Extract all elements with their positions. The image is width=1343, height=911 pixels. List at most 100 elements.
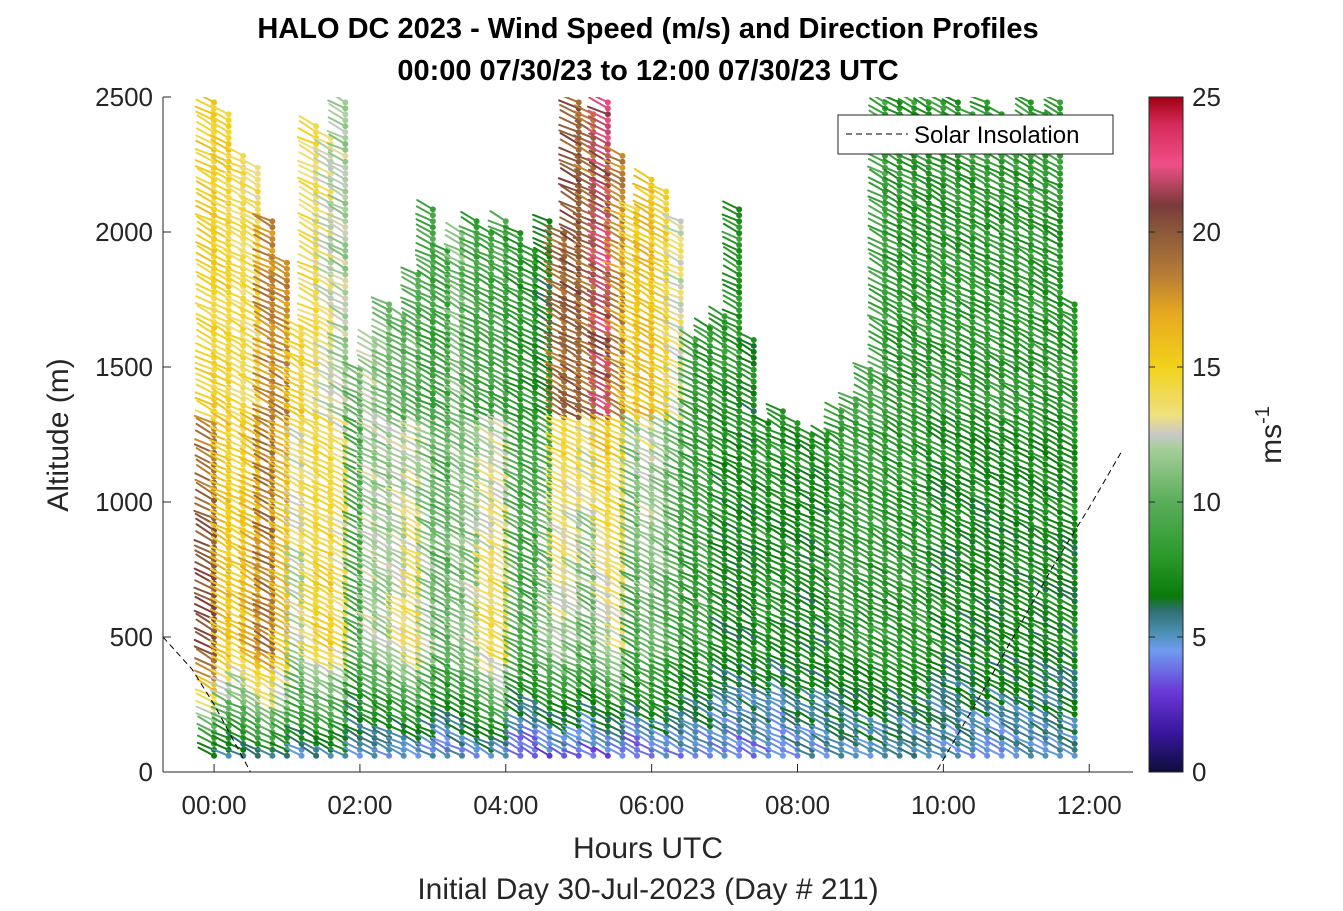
wind-barb-point	[342, 342, 349, 349]
wind-barb-point	[225, 544, 232, 551]
wind-barb-point	[240, 176, 247, 183]
wind-barb	[194, 688, 216, 698]
wind-barb-point	[342, 182, 349, 189]
wind-barb	[196, 263, 216, 276]
wind-barb	[210, 138, 230, 151]
wind-barb-point	[211, 325, 218, 332]
wind-barb	[209, 361, 230, 371]
wind-barb	[239, 319, 259, 330]
wind-barb-point	[240, 461, 247, 468]
wind-barb	[223, 492, 245, 502]
wind-barb	[197, 734, 216, 745]
wind-barb	[209, 645, 230, 656]
wind-barb-point	[269, 247, 276, 254]
wind-barb	[239, 424, 259, 437]
wind-barb	[239, 353, 259, 365]
wind-barb	[195, 270, 216, 282]
wind-barb	[238, 628, 259, 638]
wind-barb	[238, 597, 259, 609]
wind-barb-point	[342, 206, 349, 213]
wind-barb	[209, 337, 230, 347]
wind-barb-point	[517, 752, 524, 759]
wind-barb	[225, 359, 245, 371]
wind-barb	[210, 126, 230, 140]
wind-barb-point	[444, 752, 451, 759]
wind-barb	[240, 571, 259, 585]
wind-barb-point	[517, 230, 524, 237]
wind-barb	[210, 115, 230, 128]
wind-barb	[195, 553, 216, 567]
wind-barb-point	[254, 752, 261, 759]
wind-barb	[224, 270, 245, 282]
wind-barb-point	[342, 325, 349, 332]
wind-barb	[193, 414, 216, 425]
wind-barb-point	[342, 188, 349, 195]
wind-barb	[193, 645, 216, 656]
wind-barb-point	[254, 194, 261, 201]
wind-barb	[193, 603, 216, 615]
wind-barb	[195, 151, 216, 163]
wind-barb-point	[283, 295, 290, 302]
wind-barb-point	[342, 146, 349, 153]
wind-barb	[209, 502, 230, 514]
wind-barb	[210, 269, 230, 282]
wind-barb-point	[502, 752, 509, 759]
wind-barb-point	[575, 752, 582, 759]
wind-barb	[238, 526, 259, 538]
wind-barb	[196, 322, 216, 336]
wind-barb-point	[240, 342, 247, 349]
wind-barb	[196, 114, 216, 128]
wind-barb-point	[561, 752, 568, 759]
wind-barb	[239, 323, 259, 336]
wind-barb	[209, 555, 230, 567]
wind-barb-point	[269, 224, 276, 231]
wind-barb	[210, 222, 230, 235]
wind-barb-point	[254, 200, 261, 207]
wind-barb	[239, 649, 259, 662]
wind-barb-point	[283, 307, 290, 314]
wind-barb-point	[342, 158, 349, 165]
wind-barb	[224, 644, 245, 656]
wind-barb	[195, 458, 216, 472]
wind-barb-point	[240, 574, 247, 581]
wind-barb	[239, 306, 259, 318]
wind-barb-point	[356, 752, 363, 759]
wind-barb	[224, 670, 245, 680]
wind-barb	[239, 655, 259, 668]
wind-barb	[195, 488, 216, 502]
wind-barb	[225, 323, 245, 336]
wind-barb	[239, 674, 259, 686]
wind-barb	[210, 705, 230, 716]
wind-barb	[239, 489, 259, 502]
wind-barb	[196, 678, 216, 692]
wind-barb	[225, 364, 245, 377]
wind-barb-point	[225, 414, 232, 421]
wind-barb	[224, 706, 245, 716]
wind-barb	[211, 363, 230, 377]
wind-barb	[210, 352, 230, 365]
wind-barb-point	[342, 247, 349, 254]
wind-barb	[195, 180, 216, 193]
wind-barb-point	[342, 117, 349, 124]
wind-barb-point	[342, 752, 349, 759]
wind-barb-point	[342, 111, 349, 118]
wind-barb-point	[283, 301, 290, 308]
wind-barb	[238, 579, 259, 591]
wind-barb-point	[283, 289, 290, 296]
wind-barb	[225, 524, 245, 538]
wind-barb	[210, 109, 230, 122]
wind-barb	[195, 523, 216, 538]
wind-barb	[197, 727, 216, 739]
wind-barb	[224, 568, 245, 579]
wind-barb-point	[342, 212, 349, 219]
wind-barb-point	[254, 681, 261, 688]
wind-barb-point	[342, 129, 349, 136]
wind-barb	[195, 447, 216, 460]
wind-barb-point	[473, 752, 480, 759]
wind-barb-point	[415, 752, 422, 759]
wind-barb-point	[342, 313, 349, 320]
wind-barb	[194, 396, 216, 407]
wind-barb	[239, 560, 259, 573]
wind-barb	[210, 120, 230, 134]
wind-barb	[238, 510, 259, 520]
